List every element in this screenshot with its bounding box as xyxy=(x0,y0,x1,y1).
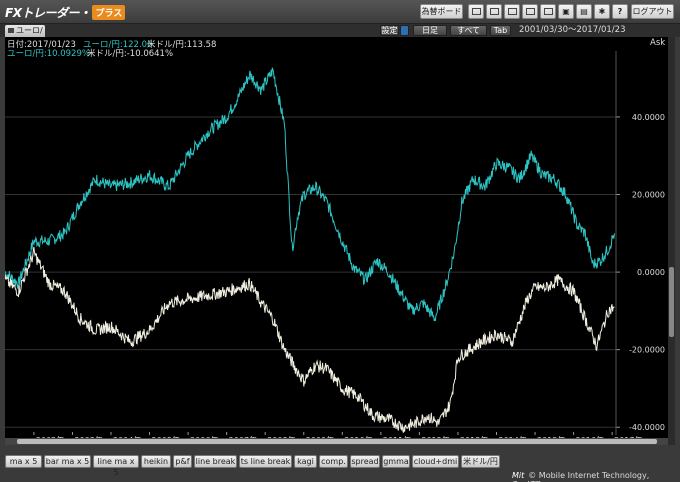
info-eur: ユーロ/円:122.06 xyxy=(83,40,153,50)
series-line-eur-jpy xyxy=(5,67,615,322)
indicator-button[interactable]: comp. xyxy=(319,455,348,468)
indicator-button[interactable]: gmma xyxy=(382,455,410,468)
indicator-button[interactable]: line break xyxy=(194,455,237,468)
daily-button[interactable]: 日足 xyxy=(413,25,447,36)
logo-badge: プラス xyxy=(92,4,126,20)
indicator-button[interactable]: ma x 5 xyxy=(5,455,42,468)
window-icon xyxy=(8,28,14,33)
copyright: Mit© Mobile Internet Technology, Co.,LTD… xyxy=(512,471,680,482)
y-tick-label: 40.0000 xyxy=(632,113,665,122)
gear-icon[interactable]: ✱ xyxy=(594,4,610,19)
price-type-ask: Ask xyxy=(650,38,666,48)
chart-area[interactable]: 40.000020.00000.0000-20.0000-40.00002002… xyxy=(5,37,668,445)
info-eur-pct: ユーロ/円:10.0929% xyxy=(7,49,90,59)
layout-three-icon[interactable] xyxy=(504,4,520,19)
y-tick-label: 0.0000 xyxy=(637,268,665,277)
app-logo: FXトレーダー・ プラス xyxy=(5,4,126,20)
line-chart: 40.000020.00000.0000-20.0000-40.00002002… xyxy=(5,51,665,445)
date-range: 2001/03/30〜2017/01/23 xyxy=(519,25,626,35)
tab-button[interactable]: Tab xyxy=(490,25,511,36)
y-tick-label: 20.0000 xyxy=(632,191,665,200)
logout-button[interactable]: ログアウト xyxy=(631,4,674,19)
layout-single-icon[interactable] xyxy=(468,4,484,19)
help-icon[interactable]: ? xyxy=(612,4,628,19)
vertical-scrollbar[interactable] xyxy=(668,37,675,445)
indicator-button[interactable]: kagi xyxy=(294,455,317,468)
indicator-button[interactable]: bar ma x 5 xyxy=(44,455,91,468)
top-toolbar: FXトレーダー・ プラス 為替ボード ▣ ▤ ✱ ? ログアウト xyxy=(0,0,680,24)
info-usd: 米ドル/円:113.58 xyxy=(147,40,217,50)
market-board-button[interactable]: 為替ボード xyxy=(420,4,463,19)
horizontal-scrollbar[interactable] xyxy=(5,438,668,445)
chart-subbar: ユーロ/円 設定 日足 すべて Tab 2001/03/30〜2017/01/2… xyxy=(0,24,680,47)
y-tick-label: -20.0000 xyxy=(629,346,665,355)
indicator-button[interactable]: cloud+dmi xyxy=(412,455,459,468)
indicator-button[interactable]: ts line break xyxy=(239,455,292,468)
indicator-bar: ma x 5 bar ma x 5 line ma x 5 heikin p&f line… xyxy=(0,447,680,482)
series-line-usd-jpy xyxy=(5,246,615,433)
indicator-button[interactable]: line ma x 5 xyxy=(93,455,139,477)
layout-grid-icon[interactable] xyxy=(540,4,556,19)
currency-pair-tab[interactable]: ユーロ/円 xyxy=(5,25,45,47)
logo-text: FXトレーダー・ xyxy=(5,5,91,20)
h-scroll-thumb[interactable] xyxy=(17,439,657,444)
settings-button[interactable]: 設定 xyxy=(380,25,399,36)
layout-four-icon[interactable] xyxy=(522,4,538,19)
info-usd-pct: 米ドル/円:-10.0641% xyxy=(87,49,174,59)
pin-icon[interactable] xyxy=(400,25,409,36)
mit-logo: Mit xyxy=(512,471,525,480)
layout-split-icon[interactable] xyxy=(486,4,502,19)
info-date: 日付:2017/01/23 xyxy=(7,40,76,50)
indicator-button[interactable]: heikin xyxy=(141,455,171,468)
scroll-thumb[interactable] xyxy=(669,267,674,337)
copyright-text: © Mobile Internet Technology, Co.,LTD. xyxy=(512,471,650,482)
indicator-button[interactable]: p&f xyxy=(173,455,192,468)
y-tick-label: -40.0000 xyxy=(629,423,665,432)
all-range-button[interactable]: すべて xyxy=(450,25,487,36)
save-icon[interactable]: ▣ xyxy=(558,4,574,19)
indicator-button[interactable]: 米ドル/円 xyxy=(461,455,500,468)
indicator-button[interactable]: spread xyxy=(350,455,380,468)
print-icon[interactable]: ▤ xyxy=(576,4,592,19)
